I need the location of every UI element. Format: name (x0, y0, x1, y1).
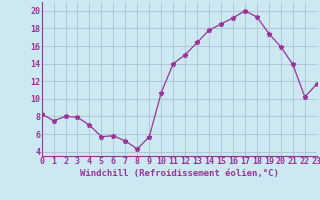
X-axis label: Windchill (Refroidissement éolien,°C): Windchill (Refroidissement éolien,°C) (80, 169, 279, 178)
